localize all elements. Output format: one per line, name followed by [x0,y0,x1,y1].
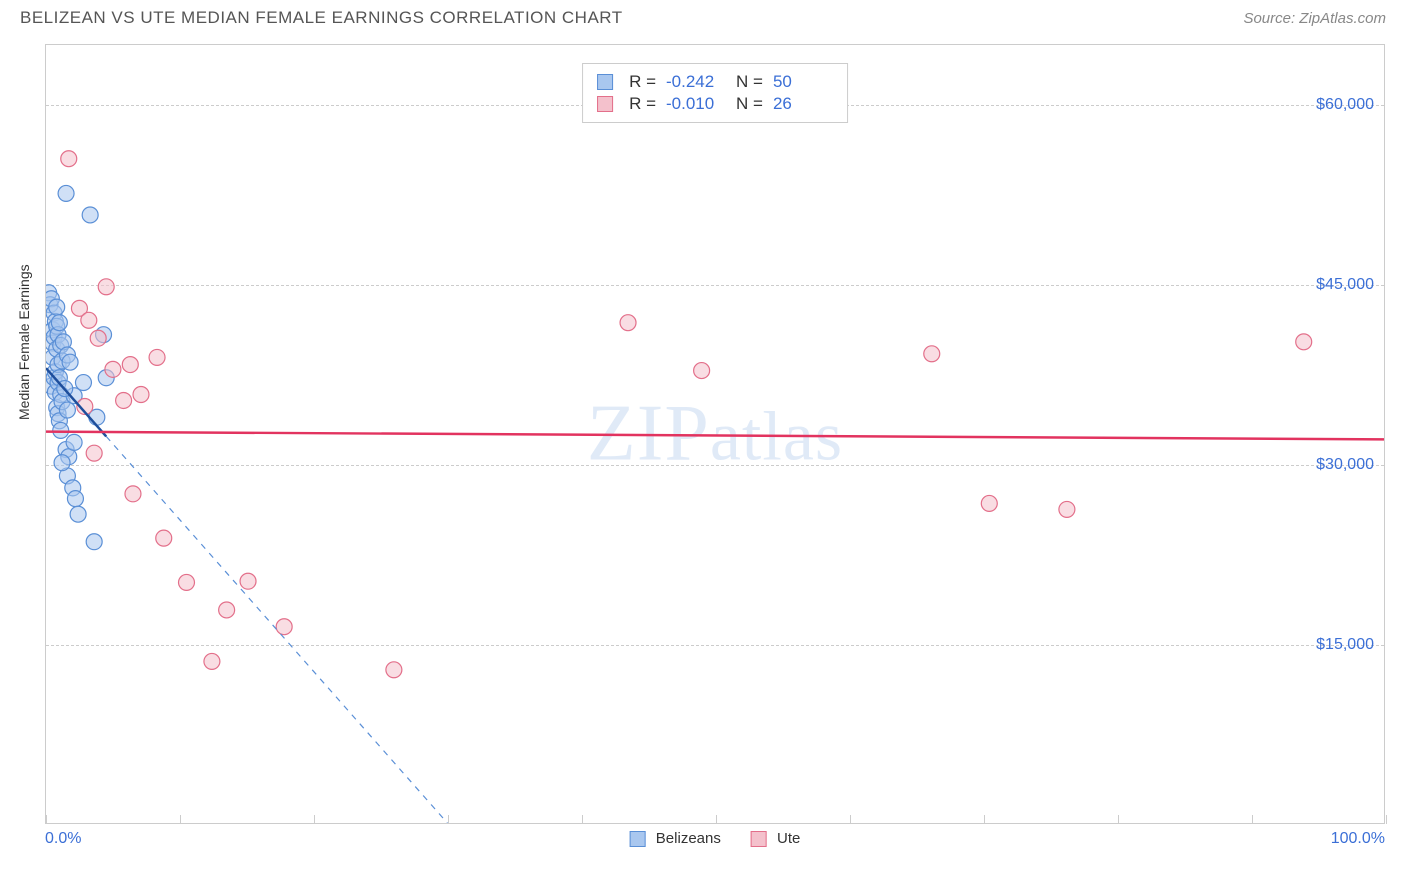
swatch-belizeans-icon [630,831,646,847]
n-value-ute: 26 [773,94,833,114]
stats-legend: R = -0.242 N = 50 R = -0.010 N = 26 [582,63,848,123]
stats-row-ute: R = -0.010 N = 26 [597,94,833,114]
x-axis-start: 0.0% [45,830,81,848]
legend-item-belizeans: Belizeans [630,830,721,847]
r-value-ute: -0.010 [666,94,726,114]
y-axis-label: Median Female Earnings [16,264,32,420]
x-axis-row: 0.0% Belizeans Ute 100.0% [45,830,1385,860]
series-legend: Belizeans Ute [630,830,801,847]
stats-row-belizeans: R = -0.242 N = 50 [597,72,833,92]
chart-title: BELIZEAN VS UTE MEDIAN FEMALE EARNINGS C… [20,8,623,28]
source-attribution: Source: ZipAtlas.com [1243,10,1386,27]
n-value-belizeans: 50 [773,72,833,92]
legend-label-belizeans: Belizeans [656,830,721,847]
swatch-ute-icon [597,96,613,112]
r-value-belizeans: -0.242 [666,72,726,92]
chart-container: ZIPatlas $15,000$30,000$45,000$60,000 R … [45,44,1385,824]
x-axis-end: 100.0% [1331,830,1385,848]
swatch-ute-icon [751,831,767,847]
scatter-plot [46,45,1384,823]
legend-item-ute: Ute [751,830,801,847]
legend-label-ute: Ute [777,830,800,847]
swatch-belizeans-icon [597,74,613,90]
